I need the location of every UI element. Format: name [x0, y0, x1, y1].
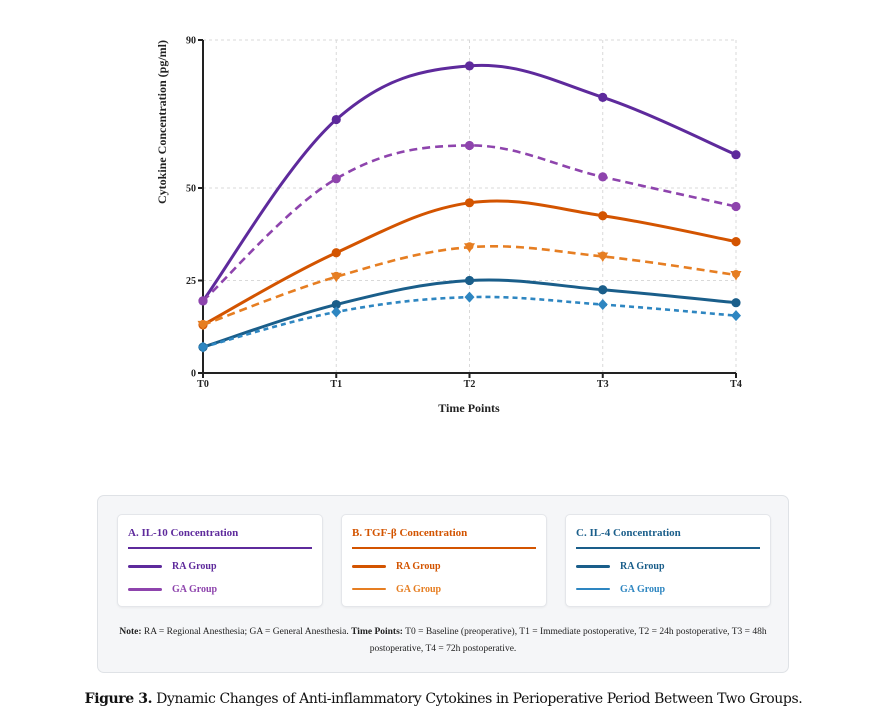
legend-card-title: A. IL-10 Concentration: [128, 527, 239, 539]
legend-swatch-ra: [128, 564, 162, 568]
data-point: [464, 291, 475, 303]
legend-label: GA Group: [172, 583, 218, 595]
series-b-ga: [197, 242, 742, 331]
caption-label: Figure 3.: [84, 691, 153, 707]
data-point: [331, 174, 341, 184]
data-point: [331, 306, 342, 318]
legend-card-rule: [128, 547, 312, 549]
legend-swatch-ga: [128, 587, 162, 591]
note-label: Note:: [119, 627, 142, 637]
series-c-ga: [198, 291, 741, 353]
data-point: [198, 296, 208, 306]
legend-label: RA Group: [396, 560, 441, 572]
series-line: [201, 63, 737, 302]
note-text: RA = Regional Anesthesia; GA = General A…: [141, 627, 352, 637]
x-ticks: T0 T1 T2 T3 T4: [197, 373, 742, 390]
series-group: [197, 61, 742, 353]
data-point: [331, 299, 341, 310]
data-point: [330, 272, 342, 283]
data-point: [598, 285, 608, 295]
series-line: [202, 144, 737, 302]
legend-card-tgfb: B. TGF-β Concentration RA Group GA Group: [341, 514, 547, 607]
legend-card-il4: C. IL-4 Concentration RA Group GA Group: [565, 514, 771, 607]
legend-card-rule: [352, 547, 536, 549]
x-tick-label: T4: [730, 379, 742, 390]
legend-card-title: B. TGF-β Concentration: [352, 527, 468, 539]
figure-caption: Figure 3. Dynamic Changes of Anti-inflam…: [0, 691, 887, 707]
legend-swatch-ra: [352, 564, 386, 568]
data-point: [464, 140, 475, 151]
data-point: [598, 92, 608, 102]
legend-card-title: C. IL-4 Concentration: [576, 527, 681, 539]
legend-swatch-ga: [352, 588, 386, 590]
y-tick-label: 25: [186, 276, 196, 287]
data-point: [730, 270, 742, 281]
data-point: [598, 211, 608, 221]
y-ticks: 0 25 50 90: [186, 36, 203, 380]
data-point: [731, 150, 741, 160]
data-point: [198, 341, 208, 353]
line-chart: 0 25 50 90 T0 T1 T2 T3 T4 Time Points Cytokine …: [155, 36, 742, 416]
legend-swatch-ra: [576, 564, 610, 568]
data-point: [464, 275, 475, 286]
legend-label: RA Group: [620, 560, 665, 572]
data-point: [731, 201, 741, 212]
legend-label: GA Group: [396, 583, 442, 595]
legend-item-ra[interactable]: RA Group: [576, 559, 665, 573]
legend-card-il10: A. IL-10 Concentration RA Group GA Group: [117, 514, 323, 607]
data-point: [464, 243, 475, 253]
x-tick-label: T0: [197, 379, 209, 390]
caption-text: Dynamic Changes of Anti-inflammatory Cyt…: [152, 691, 803, 707]
timepoints-label: Time Points:: [351, 627, 403, 637]
legend-label: RA Group: [172, 560, 217, 572]
series-a-ga: [198, 140, 741, 306]
x-tick-label: T2: [464, 379, 476, 390]
y-axis-title: Cytokine Concentration (pg/ml): [155, 40, 169, 204]
data-point: [464, 198, 475, 208]
legend-note: Note: RA = Regional Anesthesia; GA = Gen…: [118, 624, 768, 658]
legend-label: GA Group: [620, 583, 666, 595]
timepoints-text: T0 = Baseline (preoperative), T1 = Immed…: [369, 627, 767, 654]
x-tick-label: T3: [597, 379, 609, 390]
series-line: [202, 278, 737, 349]
y-tick-label: 50: [186, 184, 196, 195]
legend-item-ga[interactable]: GA Group: [576, 582, 665, 596]
data-point: [731, 237, 741, 247]
data-point: [731, 310, 741, 322]
legend-panel: A. IL-10 Concentration RA Group GA Group…: [97, 495, 789, 673]
legend-swatch-ga: [576, 588, 610, 590]
data-point: [597, 252, 609, 262]
data-point: [331, 248, 341, 258]
data-point: [197, 320, 209, 331]
data-point: [464, 61, 475, 71]
x-axis-title: Time Points: [438, 401, 500, 415]
y-tick-label: 0: [191, 369, 196, 380]
legend-item-ra[interactable]: RA Group: [128, 559, 217, 573]
legend-item-ra[interactable]: RA Group: [352, 559, 441, 573]
data-point: [597, 299, 608, 311]
x-tick-label: T1: [330, 379, 342, 390]
data-point: [598, 172, 608, 182]
legend-item-ga[interactable]: GA Group: [128, 582, 217, 596]
data-point: [331, 114, 341, 125]
y-tick-label: 90: [186, 36, 196, 47]
legend-card-rule: [576, 547, 760, 549]
legend-item-ga[interactable]: GA Group: [352, 582, 441, 596]
data-point: [731, 298, 741, 308]
